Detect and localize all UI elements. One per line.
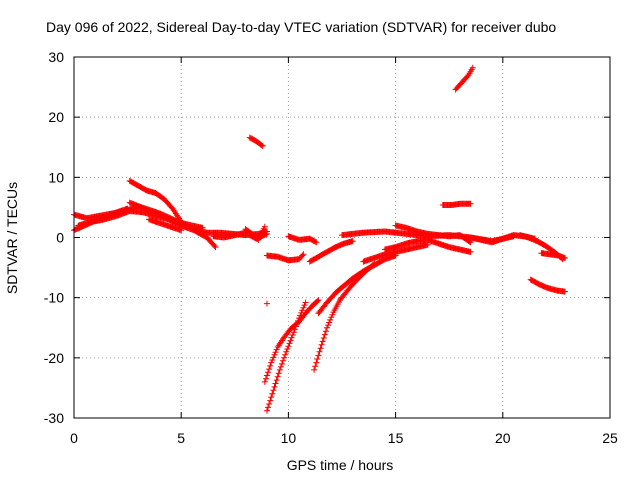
- data-points-run: [306, 238, 356, 265]
- data-series-segment: [285, 233, 320, 246]
- x-axis-label: GPS time / hours: [287, 457, 394, 473]
- data-points-run: [242, 223, 268, 243]
- data-series-segment: [538, 250, 568, 261]
- x-tick-label: 20: [495, 430, 511, 446]
- x-tick-label: 5: [177, 430, 185, 446]
- data-series-segment: [263, 300, 270, 307]
- y-tick-label: 20: [48, 109, 64, 125]
- data-points-run: [315, 252, 399, 317]
- data-points-run: [439, 200, 474, 208]
- y-tick-label: -10: [44, 290, 64, 306]
- data-series-segment: [261, 297, 322, 385]
- data-points-run: [538, 250, 568, 261]
- y-axis-label: SDTVAR / TECUs: [4, 182, 20, 294]
- data-points-run: [261, 297, 322, 385]
- chart-title: Day 096 of 2022, Sidereal Day-to-day VTE…: [46, 19, 556, 35]
- x-tick-label: 0: [70, 430, 78, 446]
- data-points-run: [452, 64, 476, 93]
- data-series-segment: [306, 238, 356, 265]
- data-series-segment: [315, 252, 399, 317]
- data-points-run: [285, 233, 320, 246]
- data-series-segment: [264, 251, 307, 264]
- data-point: [263, 300, 270, 307]
- data-points: [71, 64, 568, 414]
- data-points-run: [146, 216, 185, 234]
- y-tick-label: -20: [44, 350, 64, 366]
- x-tick-label: 15: [388, 430, 404, 446]
- y-tick-label: 0: [56, 230, 64, 246]
- data-series-segment: [452, 64, 476, 93]
- data-points-run: [392, 222, 474, 246]
- x-tick-label: 10: [281, 430, 297, 446]
- x-tick-label: 25: [602, 430, 618, 446]
- data-points-run: [264, 251, 307, 264]
- data-points-run: [246, 134, 266, 149]
- data-points-run: [381, 236, 474, 255]
- data-points-run: [360, 241, 431, 265]
- data-series-segment: [527, 276, 568, 295]
- data-points-run: [527, 276, 568, 295]
- data-series-segment: [360, 241, 431, 265]
- data-series-segment: [146, 216, 185, 234]
- data-series-segment: [439, 200, 474, 208]
- data-points-run: [126, 177, 185, 225]
- data-series-segment: [242, 223, 268, 243]
- plot-frame: [73, 56, 611, 419]
- y-tick-label: 30: [48, 49, 64, 65]
- data-series-segment: [381, 236, 474, 255]
- data-series-segment: [392, 222, 474, 246]
- y-tick-label: 10: [48, 169, 64, 185]
- data-series-segment: [126, 177, 185, 225]
- y-tick-label: -30: [44, 410, 64, 426]
- data-series-segment: [246, 134, 266, 149]
